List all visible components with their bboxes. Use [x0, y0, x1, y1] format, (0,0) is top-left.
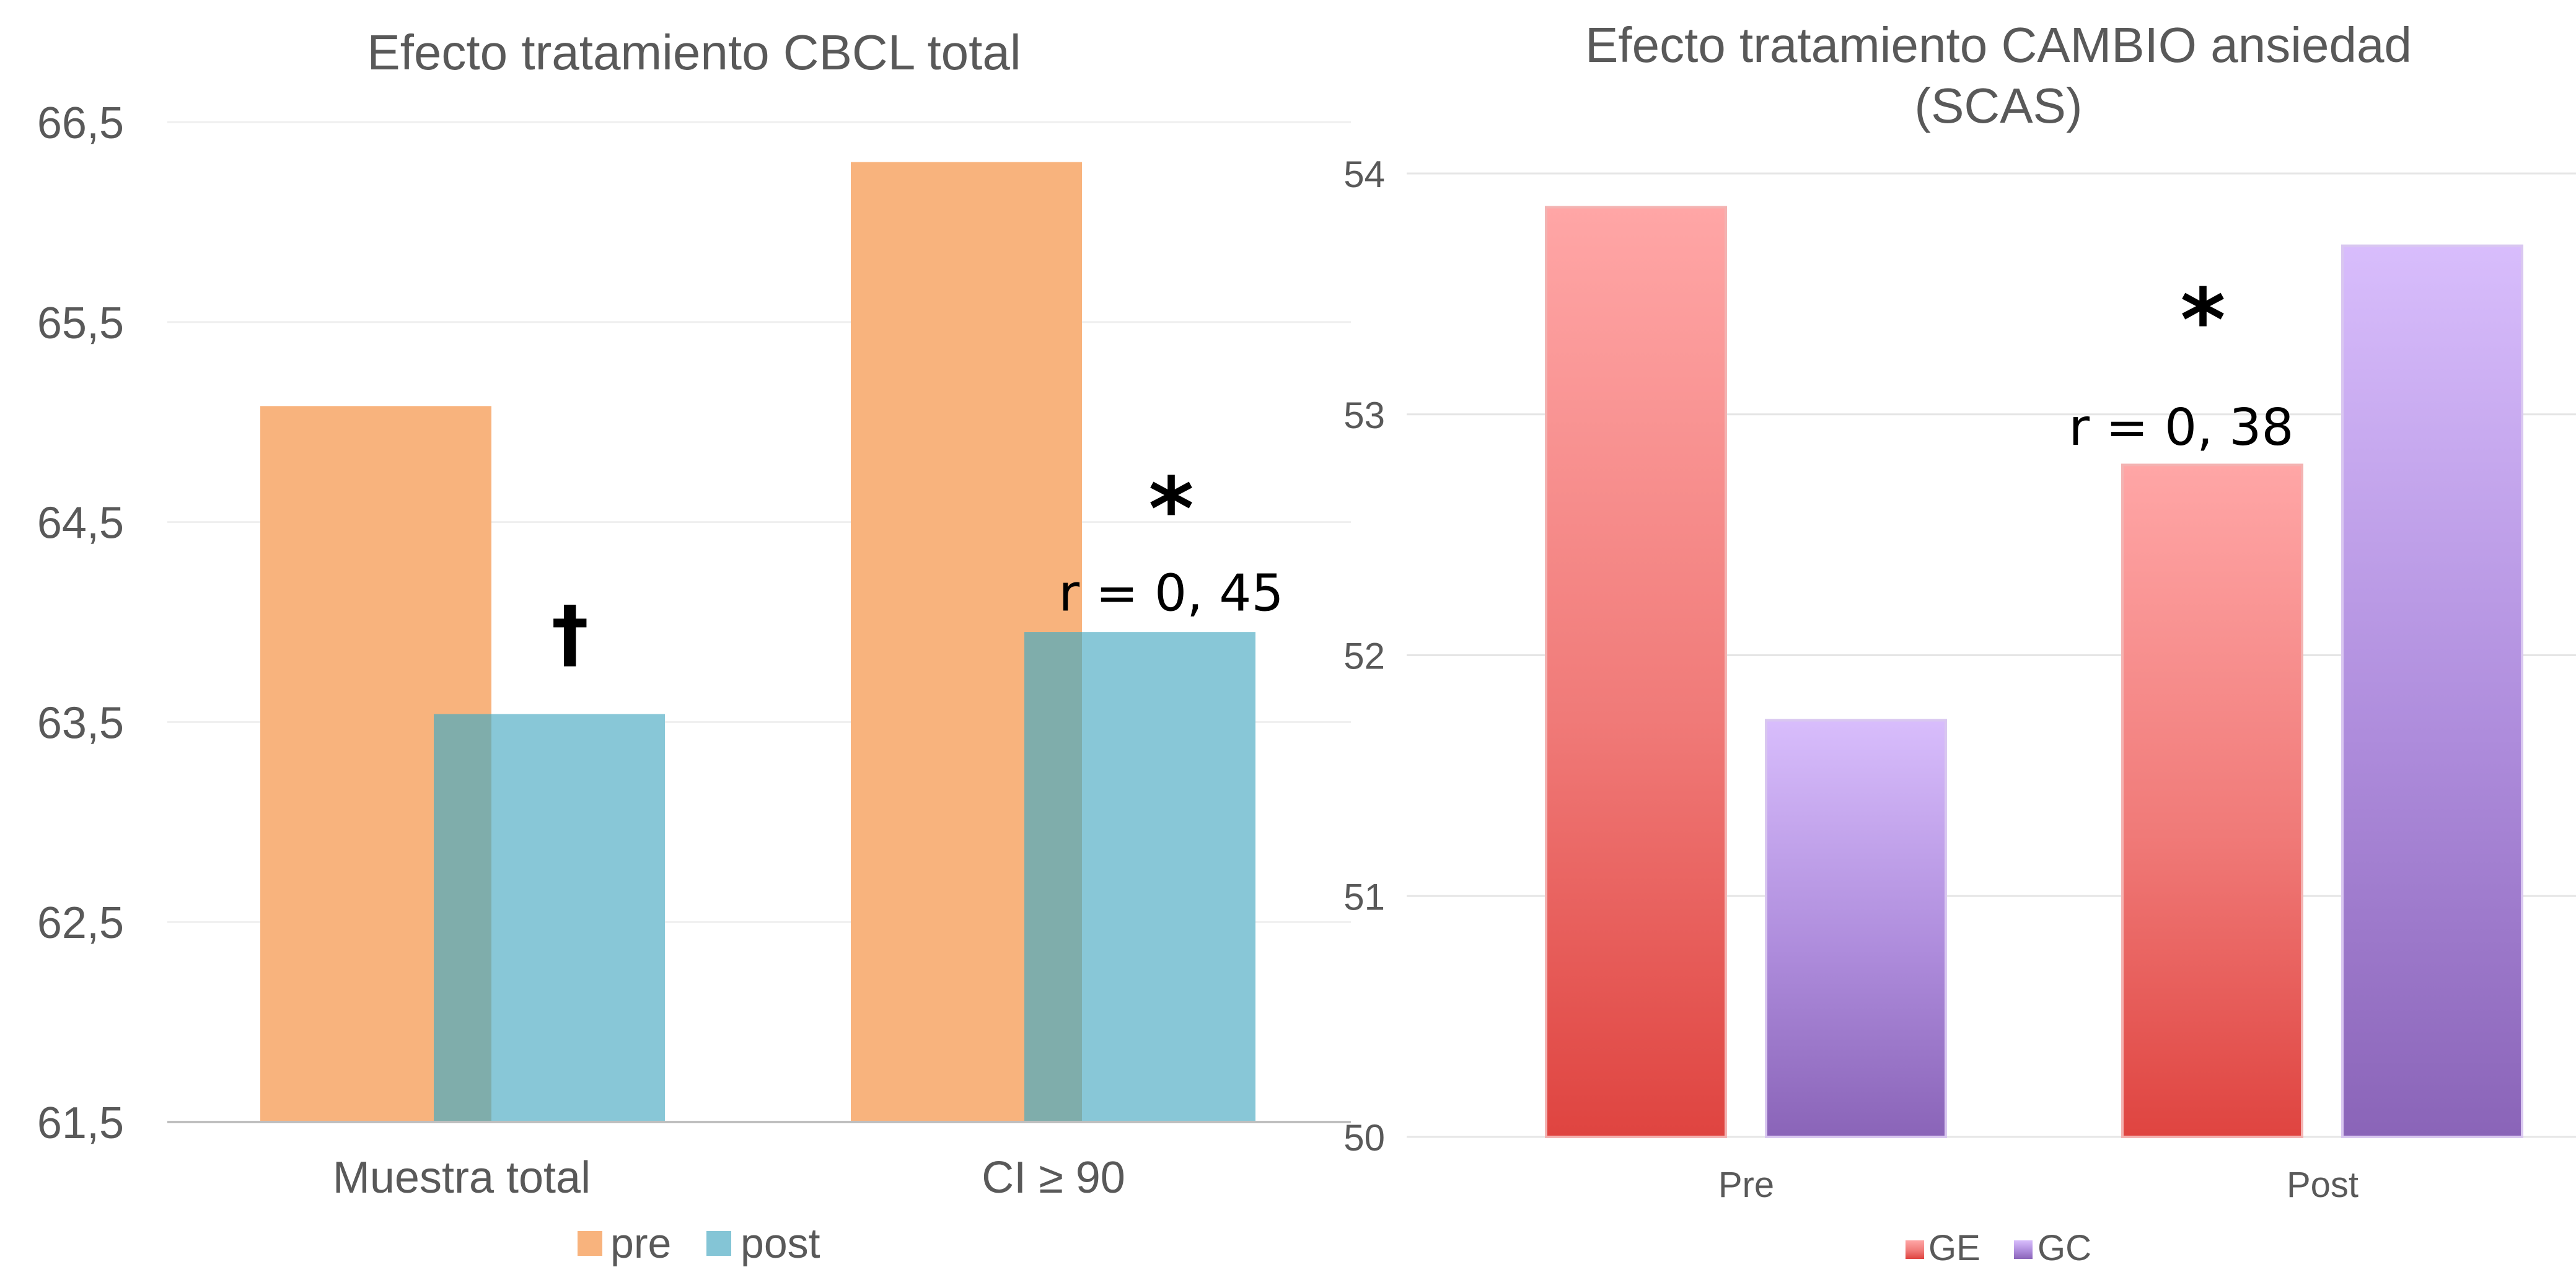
chart1-legend: pre post — [578, 1220, 820, 1267]
chart2-category-labels: Pre Post — [1718, 1165, 2358, 1205]
chart2-annotations: * r = 0, 38 — [2068, 270, 2293, 457]
chart2-category-label: Post — [2287, 1165, 2358, 1205]
chart2-annotation: * — [2180, 270, 2225, 371]
chart1-y-tick-label: 65,5 — [37, 299, 124, 348]
chart2-bar-GE-1 — [2121, 463, 2303, 1139]
chart1-bar-overlap-1 — [1024, 632, 1082, 1122]
legend-swatch-ge — [1906, 1240, 1924, 1259]
chart2-bar-GE-0 — [1545, 206, 1727, 1138]
chart1-category-label: CI ≥ 90 — [982, 1153, 1125, 1203]
chart2-bar-GC-1 — [2341, 244, 2523, 1138]
chart2-bar-GC-0 — [1765, 719, 1947, 1138]
chart1-annotation: r = 0, 45 — [1058, 564, 1283, 623]
chart1-annotation: * — [1148, 459, 1193, 560]
chart2-title-line-1: Efecto tratamiento CAMBIO ansiedad — [1585, 17, 2412, 72]
chart2-y-tick-label: 51 — [1343, 876, 1385, 918]
chart1-category-label: Muestra total — [333, 1153, 591, 1203]
chart1-title: Efecto tratamiento CBCL total — [367, 25, 1021, 80]
legend-label-gc: GC — [2038, 1228, 2091, 1267]
chart2-y-ticks: 50 51 52 53 54 — [1343, 154, 1385, 1159]
chart1-y-tick-label: 66,5 — [37, 99, 124, 148]
chart2-bars — [1545, 206, 2523, 1139]
chart1-category-labels: Muestra total CI ≥ 90 — [333, 1153, 1125, 1203]
chart2-y-tick-label: 52 — [1343, 636, 1385, 677]
chart1-y-tick-label: 62,5 — [37, 898, 124, 948]
legend-label-pre: pre — [610, 1220, 671, 1267]
chart2-y-tick-label: 50 — [1343, 1117, 1385, 1159]
scas-bar-chart: Efecto tratamiento CAMBIO ansiedad (SCAS… — [1343, 17, 2576, 1267]
chart1-y-tick-label: 64,5 — [37, 499, 124, 548]
chart2-annotation: r = 0, 38 — [2068, 398, 2293, 457]
chart1-annotation: † — [552, 591, 589, 677]
chart2-y-tick-label: 53 — [1343, 395, 1385, 436]
legend-swatch-gc — [2014, 1240, 2033, 1259]
chart1-bars — [260, 162, 1255, 1122]
chart1-bar-overlap-0 — [434, 714, 491, 1122]
legend-label-post: post — [741, 1220, 820, 1267]
legend-swatch-post — [706, 1231, 731, 1256]
chart1-y-tick-label: 63,5 — [37, 698, 124, 748]
chart2-y-tick-label: 54 — [1343, 154, 1385, 195]
chart2-category-label: Pre — [1718, 1165, 1774, 1205]
chart2-title-line-2: (SCAS) — [1914, 78, 2082, 133]
legend-swatch-pre — [578, 1231, 602, 1256]
cbcl-bar-chart: Efecto tratamiento CBCL total 61,5 62,5 63… — [37, 25, 1351, 1267]
chart1-annotations: † *r = 0, 45 — [552, 459, 1284, 677]
chart1-y-ticks: 61,5 62,5 63,5 64,5 65,5 66,5 — [37, 99, 124, 1148]
chart2-legend: GE GC — [1906, 1228, 2091, 1267]
chart1-y-tick-label: 61,5 — [37, 1098, 124, 1148]
legend-label-ge: GE — [1928, 1228, 1980, 1267]
